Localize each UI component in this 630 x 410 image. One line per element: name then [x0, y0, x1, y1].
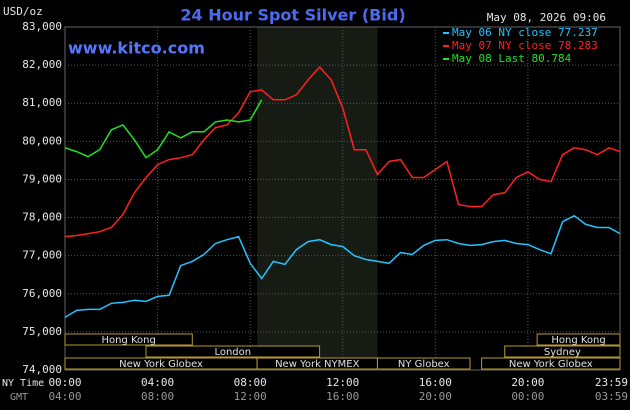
x-tick-label-gmt: 04:00 [48, 390, 81, 403]
session-box [145, 345, 321, 358]
session-box [504, 345, 621, 358]
y-tick-label: 75,000 [22, 325, 62, 338]
session-label: Hong Kong [101, 335, 155, 346]
session-box [536, 333, 621, 346]
y-axis-label: USD/oz [3, 5, 43, 18]
session-label: New York Globex [119, 359, 203, 370]
x-tick-label: 00:00 [48, 376, 81, 389]
legend-label: May 07 NY close 78.283 [452, 39, 598, 52]
session-box [376, 357, 471, 370]
y-tick-label: 79,000 [22, 172, 62, 185]
y-tick-label: 77,000 [22, 249, 62, 262]
session-label: Hong Kong [551, 335, 605, 346]
session-box [481, 357, 621, 370]
watermark: www.kitco.com [68, 39, 205, 58]
session-label: New York Globex [509, 359, 593, 370]
x-tick-label-gmt: 08:00 [141, 390, 174, 403]
x-tick-label: 20:00 [511, 376, 544, 389]
plot-frame [64, 26, 621, 371]
session-box [64, 333, 193, 346]
y-tick-label: 74,000 [22, 363, 62, 376]
series-line [64, 99, 263, 159]
x-tick-label: 04:00 [141, 376, 174, 389]
x-axis-label-gmt: GMT [10, 392, 28, 403]
x-tick-label: 12:00 [326, 376, 359, 389]
x-tick-label: 23:59 [595, 376, 628, 389]
x-tick-label-gmt: 12:00 [234, 390, 267, 403]
session-label: New York NYMEX [275, 359, 360, 370]
y-tick-label: 81,000 [22, 96, 62, 109]
legend-label: May 08 Last 80.784 [452, 52, 572, 65]
session-label: NY Globex [398, 359, 450, 370]
y-tick-label: 80,000 [22, 134, 62, 147]
series-line [64, 65, 621, 238]
timestamp: May 08, 2026 09:06 [487, 11, 606, 24]
chart-title: 24 Hour Spot Silver (Bid) [180, 6, 405, 25]
x-tick-label-gmt: 03:59 [595, 390, 628, 403]
x-tick-label: 08:00 [234, 376, 267, 389]
session-shade [257, 27, 378, 370]
series-line [64, 214, 621, 319]
x-tick-label-gmt: 20:00 [419, 390, 452, 403]
legend-label: May 06 NY close 77.237 [452, 26, 598, 39]
x-tick-label-gmt: 00:00 [511, 390, 544, 403]
session-label: Sydney [544, 347, 581, 358]
x-axis-label-ny: NY Time [2, 378, 44, 389]
y-tick-label: 78,000 [22, 211, 62, 224]
y-tick-label: 76,000 [22, 287, 62, 300]
x-tick-label-gmt: 16:00 [326, 390, 359, 403]
y-tick-label: 82,000 [22, 58, 62, 71]
x-tick-label: 16:00 [419, 376, 452, 389]
y-tick-label: 83,000 [22, 20, 62, 33]
session-label: London [214, 347, 251, 358]
